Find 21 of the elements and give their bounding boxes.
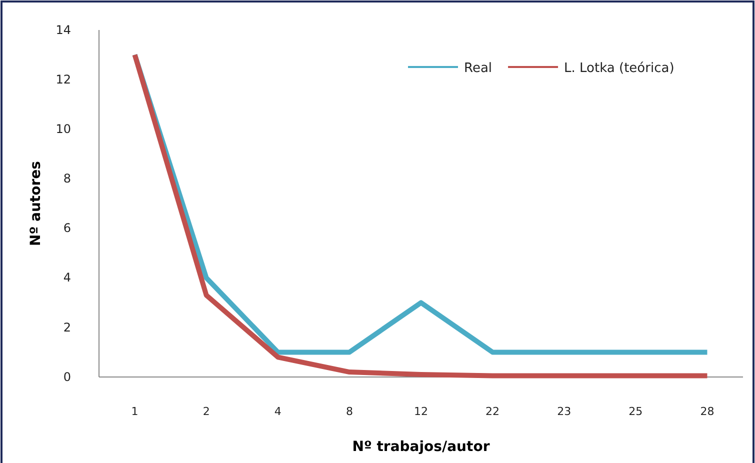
legend-label: Real xyxy=(464,61,492,76)
y-tick-label: 2 xyxy=(63,320,71,334)
y-axis-title: Nº autores xyxy=(28,161,44,246)
y-tick-label: 6 xyxy=(63,221,71,236)
x-tick-label: 1 xyxy=(131,404,138,418)
x-tick-label: 25 xyxy=(628,404,643,418)
x-tick-label: 8 xyxy=(346,404,353,418)
y-tick-label: 10 xyxy=(56,122,71,136)
x-tick-label: 23 xyxy=(557,404,572,418)
x-tick-label: 4 xyxy=(274,404,282,418)
y-tick-label: 14 xyxy=(56,22,71,37)
legend-label: L. Lotka (teórica) xyxy=(564,61,674,76)
y-tick-label: 12 xyxy=(56,72,71,86)
x-tick-label: 22 xyxy=(486,404,500,418)
x-tick-label: 12 xyxy=(414,404,428,418)
y-tick-label: 0 xyxy=(63,370,71,384)
x-tick-label: 2 xyxy=(202,404,210,418)
y-tick-label: 4 xyxy=(63,270,71,285)
y-tick-label: 8 xyxy=(63,172,71,186)
x-axis-title: Nº trabajos/autor xyxy=(352,439,490,455)
x-tick-label: 28 xyxy=(700,404,714,418)
